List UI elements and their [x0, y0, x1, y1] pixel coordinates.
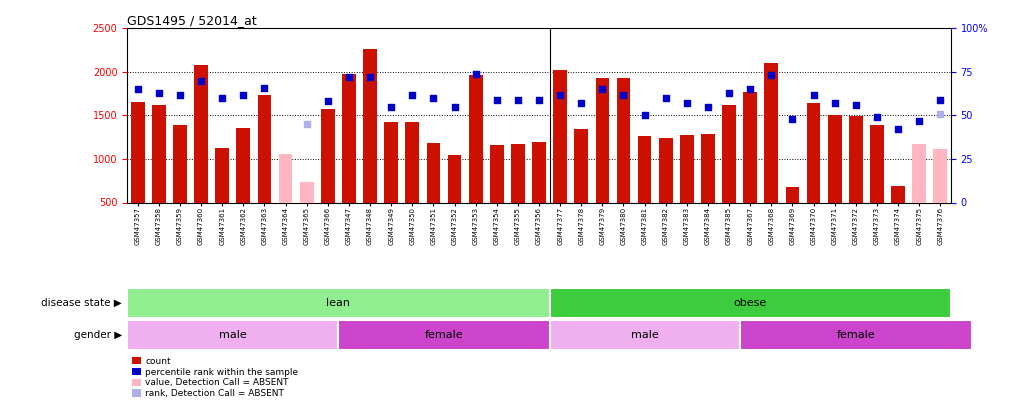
Point	[594, 86, 610, 93]
Point	[151, 90, 167, 96]
Bar	[934, 149, 947, 202]
Bar	[549, 288, 951, 318]
Bar	[194, 65, 207, 202]
Point	[658, 95, 674, 101]
Bar	[173, 125, 187, 202]
Point	[552, 91, 569, 98]
Point	[446, 103, 463, 110]
Point	[362, 74, 378, 80]
Bar	[743, 92, 757, 202]
Point	[784, 116, 800, 122]
Bar	[257, 94, 272, 202]
Bar	[152, 105, 166, 202]
Bar	[680, 134, 694, 202]
Point	[848, 102, 864, 108]
Text: female: female	[425, 330, 464, 340]
Point	[172, 91, 188, 98]
Text: male: male	[219, 330, 246, 340]
Legend: count, percentile rank within the sample, value, Detection Call = ABSENT, rank, : count, percentile rank within the sample…	[131, 357, 298, 398]
Bar	[549, 320, 739, 350]
Bar	[131, 102, 144, 202]
Bar	[828, 115, 842, 202]
Point	[805, 91, 822, 98]
Point	[615, 91, 632, 98]
Text: disease state ▶: disease state ▶	[42, 298, 122, 308]
Bar	[426, 143, 440, 202]
Bar	[236, 128, 250, 202]
Bar	[511, 144, 525, 202]
Bar	[739, 320, 972, 350]
Point	[129, 86, 145, 93]
Text: obese: obese	[733, 298, 767, 308]
Text: male: male	[631, 330, 658, 340]
Point	[193, 77, 210, 84]
Point	[425, 95, 441, 101]
Bar	[216, 148, 229, 202]
Bar	[339, 320, 549, 350]
Bar	[785, 187, 799, 202]
Point	[488, 96, 504, 103]
Bar	[553, 70, 567, 202]
Point	[383, 103, 400, 110]
Point	[763, 72, 779, 79]
Text: female: female	[837, 330, 876, 340]
Point	[404, 91, 420, 98]
Bar	[406, 122, 419, 202]
Bar	[469, 75, 482, 202]
Bar	[532, 142, 546, 202]
Point	[510, 96, 526, 103]
Point	[256, 84, 273, 91]
Point	[341, 74, 357, 80]
Bar	[279, 154, 293, 202]
Bar	[701, 134, 715, 202]
Bar	[849, 116, 862, 202]
Point	[827, 100, 843, 107]
Bar	[912, 144, 926, 202]
Bar	[722, 105, 736, 202]
Point	[742, 86, 759, 93]
Point	[869, 114, 885, 120]
Bar	[871, 125, 884, 202]
Bar	[638, 136, 652, 202]
Point	[933, 111, 949, 117]
Point	[319, 98, 336, 105]
Point	[700, 103, 716, 110]
Bar	[127, 320, 339, 350]
Bar	[321, 109, 335, 202]
Bar	[891, 186, 905, 202]
Text: GDS1495 / 52014_at: GDS1495 / 52014_at	[127, 14, 257, 27]
Point	[574, 100, 590, 107]
Bar	[806, 103, 821, 202]
Point	[678, 100, 695, 107]
Point	[890, 126, 906, 132]
Bar	[127, 288, 549, 318]
Text: gender ▶: gender ▶	[74, 330, 122, 340]
Bar	[616, 78, 631, 202]
Point	[531, 96, 547, 103]
Bar	[342, 75, 356, 202]
Bar	[659, 138, 672, 202]
Bar	[363, 49, 377, 202]
Point	[468, 70, 484, 77]
Bar	[490, 145, 503, 202]
Bar	[300, 181, 313, 202]
Point	[637, 112, 653, 119]
Bar	[447, 155, 462, 202]
Text: lean: lean	[326, 298, 350, 308]
Bar	[596, 78, 609, 202]
Point	[721, 90, 737, 96]
Point	[933, 96, 949, 103]
Point	[911, 117, 928, 124]
Point	[299, 121, 315, 127]
Point	[235, 91, 251, 98]
Bar	[384, 122, 398, 202]
Bar	[765, 63, 778, 202]
Point	[214, 95, 230, 101]
Bar	[575, 129, 588, 202]
